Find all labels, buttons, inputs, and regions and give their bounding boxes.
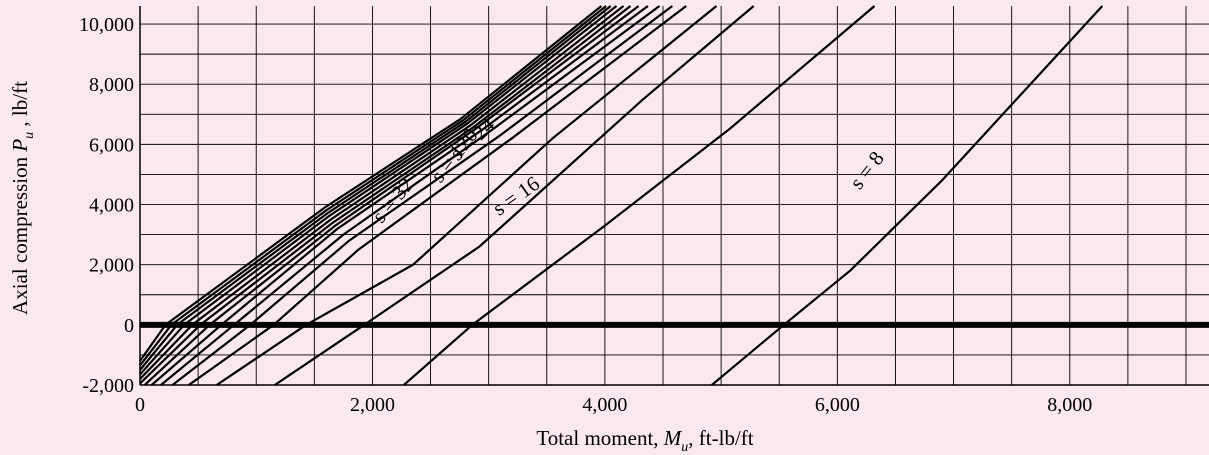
x-tick-label: 2,000 [350, 394, 395, 416]
series-line-3 [216, 5, 718, 386]
x-tick-label: 6,000 [815, 394, 860, 416]
series-line-13 [139, 5, 607, 367]
y-tick-label: 10,000 [79, 14, 134, 36]
x-tick-label: 4,000 [582, 394, 627, 416]
y-tick-label: 0 [124, 315, 134, 337]
series-line-8 [143, 5, 640, 386]
series-line-11 [139, 5, 618, 376]
x-axis-label: Total moment, Mu, ft-lb/ft [536, 426, 753, 455]
series-line-12 [139, 5, 612, 371]
y-tick-label: 6,000 [89, 134, 134, 156]
series-line-14 [139, 5, 603, 362]
x-tick-label: 8,000 [1047, 394, 1092, 416]
series-line-9 [139, 5, 632, 385]
y-tick-label: 4,000 [89, 195, 134, 217]
series-line-5 [171, 5, 673, 386]
y-tick-label: 2,000 [89, 255, 134, 277]
tick-labels: 0 2,000 4,000 6,000 8,000-2,00002,0004,0006,… [79, 14, 1092, 416]
series-line-6 [160, 5, 661, 386]
series-line-2 [274, 5, 755, 386]
curve-label: s = 8 [845, 147, 889, 194]
x-tick-label: 0 [135, 394, 145, 416]
y-tick-label: -2,000 [82, 375, 134, 397]
series-line-1 [403, 5, 876, 386]
series-line-4 [188, 5, 687, 386]
series-lines [139, 5, 1104, 386]
series-line-7 [150, 5, 649, 386]
series-line-10 [139, 5, 625, 380]
series-line-0 [711, 5, 1104, 386]
y-axis-label: Axial compression Pu , lb/ft [8, 81, 37, 315]
y-tick-label: 8,000 [89, 74, 134, 96]
